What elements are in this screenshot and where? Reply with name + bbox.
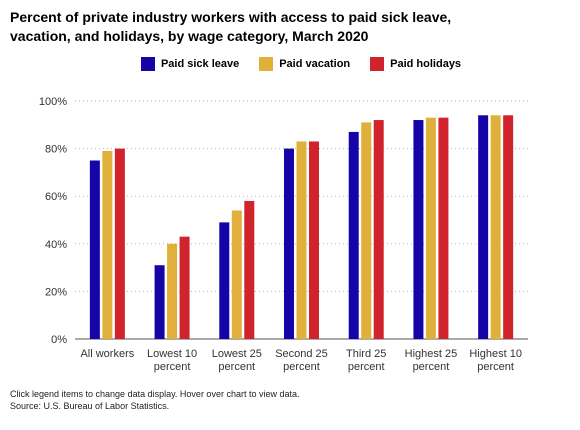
legend-swatch-vacation: [259, 57, 274, 71]
y-tick-label: 60%: [45, 191, 67, 203]
legend-label-sick-leave: Paid sick leave: [160, 58, 240, 70]
bar-paid-sick-leave[interactable]: [284, 148, 294, 339]
x-tick-label: Lowest 10: [147, 348, 197, 360]
y-tick-label: 80%: [45, 144, 67, 156]
chart-footer: Click legend items to change data displa…: [10, 388, 299, 412]
chart-title: Percent of private industry workers with…: [10, 9, 452, 44]
bar-paid-vacation[interactable]: [102, 150, 113, 339]
footer-note: Click legend items to change data displa…: [10, 389, 300, 399]
y-tick-label: 0%: [51, 334, 67, 346]
x-tick-label: percent: [283, 361, 320, 373]
legend-item-sick-leave[interactable]: Paid sick leave: [140, 57, 240, 71]
bar-paid-sick-leave[interactable]: [89, 160, 100, 340]
legend-swatch-sick-leave: [140, 57, 155, 71]
x-tick-label: Highest 25: [405, 348, 458, 360]
bar-paid-sick-leave[interactable]: [413, 120, 424, 339]
x-tick-label: percent: [413, 361, 450, 373]
legend-item-vacation[interactable]: Paid vacation: [259, 57, 350, 71]
bar-paid-sick-leave[interactable]: [219, 222, 230, 339]
legend-item-holidays[interactable]: Paid holidays: [370, 57, 461, 71]
x-tick-label: percent: [218, 361, 255, 373]
bar-paid-vacation[interactable]: [361, 122, 372, 339]
bar-paid-sick-leave[interactable]: [348, 131, 359, 339]
bar-paid-holidays[interactable]: [179, 236, 190, 339]
x-tick-label: percent: [154, 361, 191, 373]
bar-paid-holidays[interactable]: [309, 141, 319, 339]
x-tick-label: Highest 10: [469, 348, 522, 360]
bar-paid-vacation[interactable]: [425, 117, 436, 339]
bar-paid-sick-leave[interactable]: [154, 265, 165, 339]
y-tick-label: 100%: [39, 96, 67, 108]
bar-paid-holidays[interactable]: [503, 115, 514, 339]
bar-paid-holidays[interactable]: [373, 120, 384, 339]
x-tick-label: Second 25: [275, 348, 328, 360]
chart-legend: Paid sick leave Paid vacation Paid holid…: [0, 55, 580, 73]
bar-paid-vacation[interactable]: [296, 141, 307, 339]
x-tick-label: Lowest 25: [212, 348, 262, 360]
bar-paid-vacation[interactable]: [490, 115, 501, 339]
bar-paid-sick-leave[interactable]: [478, 115, 489, 339]
x-tick-label: percent: [348, 361, 385, 373]
y-tick-label: 40%: [45, 239, 67, 251]
footer-source: Source: U.S. Bureau of Labor Statistics.: [10, 401, 170, 411]
legend-swatch-holidays: [370, 57, 385, 71]
x-tick-label: percent: [477, 361, 514, 373]
bar-paid-holidays[interactable]: [244, 200, 255, 339]
legend-label-vacation: Paid vacation: [279, 58, 351, 70]
legend-label-holidays: Paid holidays: [390, 58, 462, 70]
y-tick-label: 20%: [45, 286, 67, 298]
x-tick-label: Third 25: [346, 348, 386, 360]
bar-paid-vacation[interactable]: [167, 243, 178, 339]
bar-paid-vacation[interactable]: [231, 210, 242, 339]
bar-paid-holidays[interactable]: [438, 117, 449, 339]
bar-paid-holidays[interactable]: [114, 148, 125, 339]
x-tick-label: All workers: [80, 348, 134, 360]
